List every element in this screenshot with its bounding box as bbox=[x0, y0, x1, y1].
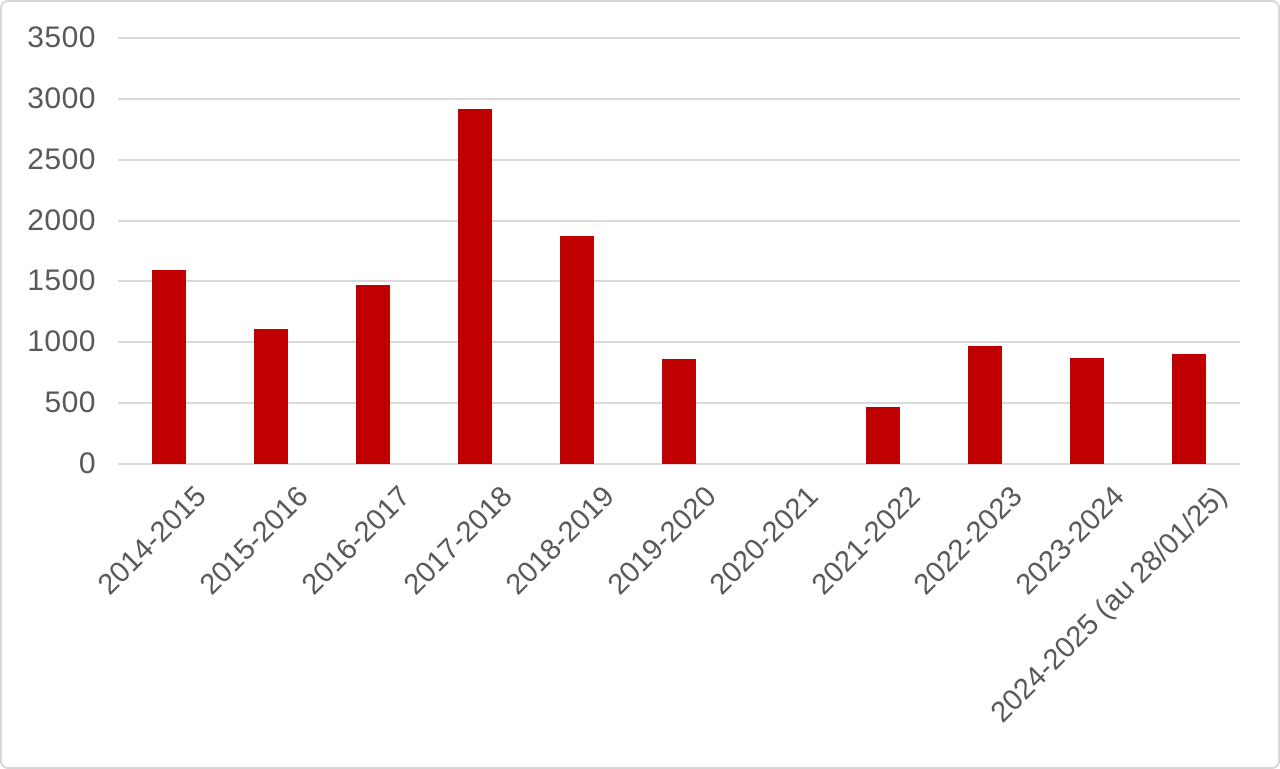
y-tick-label-500: 500 bbox=[44, 386, 96, 420]
bar-2022-2023 bbox=[968, 345, 1002, 464]
x-tick-label-2015-2016: 2015-2016 bbox=[194, 480, 315, 601]
y-tick-label-1000: 1000 bbox=[27, 325, 96, 359]
y-tick-label-3000: 3000 bbox=[27, 81, 96, 115]
gridline-0 bbox=[118, 463, 1240, 465]
bar-2023-2024 bbox=[1070, 358, 1104, 464]
x-tick-label-2017-2018: 2017-2018 bbox=[398, 480, 519, 601]
bar-2016-2017 bbox=[356, 285, 390, 464]
x-tick-label-2022-2023: 2022-2023 bbox=[908, 480, 1029, 601]
y-tick-label-2500: 2500 bbox=[27, 142, 96, 176]
gridline-3000 bbox=[118, 97, 1240, 100]
bar-2015-2016 bbox=[254, 328, 288, 464]
gridline-3500 bbox=[118, 37, 1240, 39]
x-tick-label-2014-2015: 2014-2015 bbox=[92, 480, 213, 601]
x-tick-label-2016-2017: 2016-2017 bbox=[296, 480, 417, 601]
x-tick-label-2020-2021: 2020-2021 bbox=[704, 480, 825, 601]
gridline-500 bbox=[118, 402, 1240, 405]
gridline-2500 bbox=[118, 158, 1240, 161]
bar-2014-2015 bbox=[152, 270, 186, 464]
x-tick-label-2023-2024: 2023-2024 bbox=[1010, 480, 1131, 601]
y-tick-label-0: 0 bbox=[78, 447, 96, 480]
x-tick-label-2024-2025: 2024-2025 (au 28/01/25) bbox=[984, 480, 1233, 729]
x-tick-label-2019-2020: 2019-2020 bbox=[602, 480, 723, 601]
gridline-2000 bbox=[118, 219, 1240, 222]
y-tick-label-1500: 1500 bbox=[27, 264, 96, 298]
bar-2017-2018 bbox=[458, 109, 492, 464]
bar-2018-2019 bbox=[560, 236, 594, 464]
x-tick-label-2021-2022: 2021-2022 bbox=[806, 480, 927, 601]
y-tick-label-3500: 3500 bbox=[27, 21, 96, 54]
bar-2019-2020 bbox=[662, 359, 696, 464]
gridline-1000 bbox=[118, 341, 1240, 344]
bar-2021-2022 bbox=[866, 406, 900, 464]
x-tick-label-2018-2019: 2018-2019 bbox=[500, 480, 621, 601]
gridline-1500 bbox=[118, 280, 1240, 283]
bar-2024-2025 bbox=[1172, 354, 1206, 464]
y-tick-label-2000: 2000 bbox=[27, 203, 96, 237]
